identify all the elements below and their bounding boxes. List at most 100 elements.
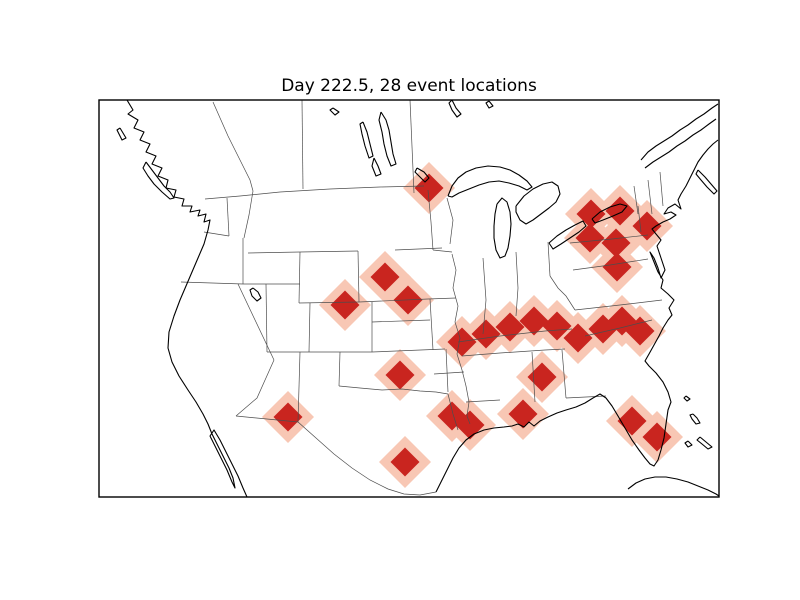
coastline — [696, 436, 713, 450]
coastline — [515, 181, 561, 225]
coastline — [548, 220, 587, 250]
state-border-line — [298, 251, 301, 304]
state-border-line — [659, 171, 664, 207]
coastline — [683, 395, 691, 402]
coastline — [627, 476, 720, 497]
state-border-line — [265, 283, 268, 353]
coastline — [684, 440, 693, 448]
event-cores — [273, 173, 672, 477]
coastline — [329, 107, 340, 116]
event-marker — [471, 319, 501, 349]
state-border-line — [247, 251, 301, 254]
coastlines — [116, 99, 720, 498]
state-border-line — [338, 385, 449, 395]
state-border-line — [531, 351, 536, 403]
state-border-line — [633, 185, 639, 215]
state-border-line — [549, 275, 576, 311]
state-border-line — [457, 328, 573, 343]
state-border-line — [429, 298, 434, 351]
coastline — [485, 100, 494, 109]
coastline — [378, 111, 397, 167]
state-border-line — [445, 348, 449, 393]
event-marker — [625, 316, 655, 346]
coastline — [116, 127, 127, 141]
event-marker — [575, 223, 605, 253]
state-border-line — [465, 399, 501, 403]
coastline — [644, 118, 717, 169]
state-border-line — [308, 302, 311, 353]
event-marker — [447, 327, 477, 357]
state-border-line — [235, 415, 437, 496]
state-border-line — [647, 179, 653, 215]
state-border-line — [427, 297, 457, 300]
state-border-line — [547, 241, 551, 277]
event-marker — [563, 323, 593, 353]
coastline — [689, 413, 701, 425]
event-marker — [414, 173, 444, 203]
state-border-line — [226, 197, 230, 237]
state-border-line — [482, 257, 487, 335]
coastline — [142, 161, 175, 200]
event-marker — [273, 402, 303, 432]
map-frame — [98, 99, 720, 498]
event-marker — [602, 252, 632, 282]
state-border-line — [433, 371, 465, 375]
coastline — [591, 203, 628, 224]
state-border-line — [432, 249, 453, 253]
state-border-line — [301, 99, 304, 190]
event-marker — [601, 228, 631, 258]
state-border-line — [515, 251, 519, 317]
state-border-line — [565, 395, 607, 399]
coastline — [371, 157, 382, 177]
state-border-line — [358, 298, 429, 303]
state-border-line — [409, 99, 415, 194]
event-marker — [519, 306, 549, 336]
coastline — [126, 99, 248, 498]
state-border-line — [451, 253, 471, 425]
state-border-line — [235, 359, 275, 417]
state-border-line — [447, 393, 459, 431]
state-border-line — [299, 250, 359, 253]
event-marker — [385, 360, 415, 390]
coastline — [493, 197, 512, 259]
state-border-line — [637, 205, 642, 233]
state-border-line — [394, 247, 443, 251]
event-marker — [330, 290, 360, 320]
event-marker — [527, 362, 557, 392]
state-border-line — [338, 351, 341, 387]
state-border-line — [298, 301, 360, 304]
state-border-line — [574, 299, 663, 311]
coastline — [435, 139, 719, 493]
state-border-line — [180, 281, 244, 285]
coastline — [447, 165, 533, 198]
event-marker — [370, 262, 400, 292]
state-border-line — [203, 231, 230, 237]
coastline — [414, 167, 430, 183]
event-marker — [605, 196, 635, 226]
state-border-line — [212, 101, 254, 192]
coastline — [448, 99, 462, 118]
state-border-line — [371, 319, 431, 323]
coastline — [249, 287, 262, 302]
state-border-line — [461, 348, 566, 357]
state-borders — [180, 99, 664, 496]
state-border-line — [371, 348, 446, 353]
state-border-line — [561, 349, 567, 399]
coastline — [640, 103, 719, 161]
state-border-line — [427, 189, 434, 251]
state-border-line — [237, 283, 275, 361]
plot-title: Day 222.5, 28 event locations — [281, 76, 537, 96]
state-border-line — [569, 234, 649, 244]
event-marker — [642, 422, 672, 452]
state-border-line — [357, 250, 360, 303]
event-marker — [542, 311, 572, 341]
coastline — [359, 121, 374, 159]
state-border-line — [446, 197, 454, 245]
coastline — [695, 169, 718, 195]
state-border-line — [584, 319, 653, 337]
state-border-line — [204, 185, 425, 200]
state-border-line — [572, 258, 649, 271]
state-border-line — [243, 190, 254, 239]
